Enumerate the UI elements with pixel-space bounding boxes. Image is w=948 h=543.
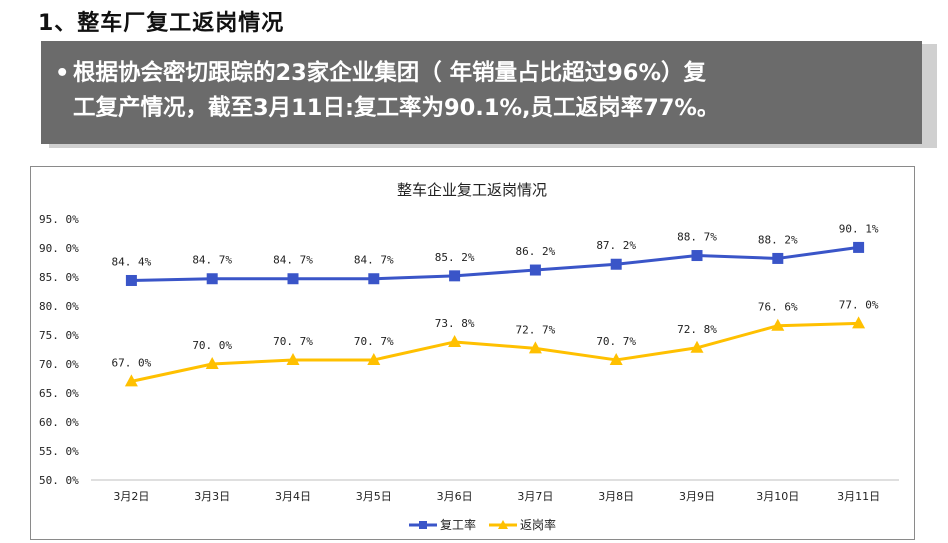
data-label: 84. 7% [192,254,232,267]
data-point [772,252,784,264]
x-tick-label: 3月5日 [356,490,392,503]
y-tick-label: 80. 0% [39,300,79,313]
data-point [367,352,381,365]
bullet-glyph: • [55,60,70,86]
data-label: 90. 1% [839,222,879,235]
summary-banner: • 根据协会密切跟踪的23家企业集团（ 年销量占比超过96%）复 工复产情况，截至… [41,41,922,144]
y-axis: 50. 0% 55. 0% 60. 0% 65. 0% 70. 0% 75. 0% 80. … [39,213,899,487]
y-tick-label: 65. 0% [39,387,79,400]
banner-line-2: 工复产情况，截至3月11日:复工率为90.1%,员工返岗率77%。 [73,95,720,121]
data-label: 88. 7% [677,231,717,244]
x-tick-label: 3月6日 [437,490,473,503]
x-tick-label: 3月8日 [598,490,634,503]
data-point [287,273,299,285]
data-label: 87. 2% [596,239,636,252]
x-tick-label: 3月7日 [517,490,553,503]
series-line-1 [131,245,859,282]
chart-title: 整车企业复工返岗情况 [397,181,547,199]
x-tick-label: 3月4日 [275,490,311,503]
data-point [449,270,461,282]
banner-line-1: 根据协会密切跟踪的23家企业集团（ 年销量占比超过96%）复 [73,60,707,86]
y-tick-label: 85. 0% [39,271,79,284]
x-tick-label: 3月10日 [756,490,799,503]
data-point [206,273,218,285]
data-label: 72. 8% [677,323,717,336]
y-tick-label: 95. 0% [39,213,79,226]
section-heading: 1、整车厂复工返岗情况 [38,11,285,36]
y-tick-label: 90. 0% [39,242,79,255]
data-label: 77. 0% [839,298,879,311]
legend-marker [419,521,427,529]
legend-marker [498,520,508,529]
line-chart: 整车企业复工返岗情况 50. 0% 55. 0% 60. 0% 65. 0% 70. 0… [39,181,899,532]
data-point [691,250,703,262]
data-point [368,273,380,285]
data-label: 85. 2% [435,251,475,264]
data-label: 67. 0% [112,356,152,369]
y-tick-label: 60. 0% [39,416,79,429]
data-point [609,352,623,365]
legend-label: 返岗率 [520,517,556,532]
data-label: 88. 2% [758,233,798,246]
data-point [124,374,138,387]
series-group: 84. 4% 84. 7% 84. 7% 84. 7% 85. 2% 86. 2% 87. … [112,222,879,387]
data-point [528,341,542,354]
data-label: 70. 7% [273,335,313,348]
data-point [286,352,300,365]
chart-frame: 整车企业复工返岗情况 50. 0% 55. 0% 60. 0% 65. 0% 70. 0… [30,166,915,540]
data-label: 84. 4% [112,255,152,268]
data-label: 70. 7% [354,335,394,348]
data-label: 72. 7% [516,323,556,336]
data-label: 70. 0% [192,339,232,352]
x-tick-label: 3月3日 [194,490,230,503]
data-label: 84. 7% [273,254,313,267]
x-tick-label: 3月11日 [837,490,880,503]
data-point [771,318,785,331]
data-point [125,274,137,286]
y-tick-label: 50. 0% [39,474,79,487]
banner-text: • 根据协会密切跟踪的23家企业集团（ 年销量占比超过96%）复 工复产情况，截至… [55,56,915,126]
legend: 复工率 返岗率 [409,517,556,532]
y-tick-label: 75. 0% [39,329,79,342]
x-tick-label: 3月2日 [113,490,149,503]
data-label: 84. 7% [354,254,394,267]
data-label: 73. 8% [435,317,475,330]
y-tick-label: 70. 0% [39,358,79,371]
x-tick-label: 3月9日 [679,490,715,503]
data-point [690,340,704,353]
legend-label: 复工率 [440,517,476,532]
data-point [852,316,866,329]
data-point [448,334,462,347]
data-label: 76. 6% [758,301,798,314]
data-label: 70. 7% [596,335,636,348]
data-point [529,264,541,276]
y-tick-label: 55. 0% [39,445,79,458]
series-line-2 [131,321,859,383]
data-point [205,357,219,369]
data-label: 86. 2% [516,245,556,258]
x-axis: 3月2日 3月3日 3月4日 3月5日 3月6日 3月7日 3月8日 3月9日 3月10日 3月1… [113,490,880,503]
data-point [610,258,622,270]
data-point [853,241,865,253]
